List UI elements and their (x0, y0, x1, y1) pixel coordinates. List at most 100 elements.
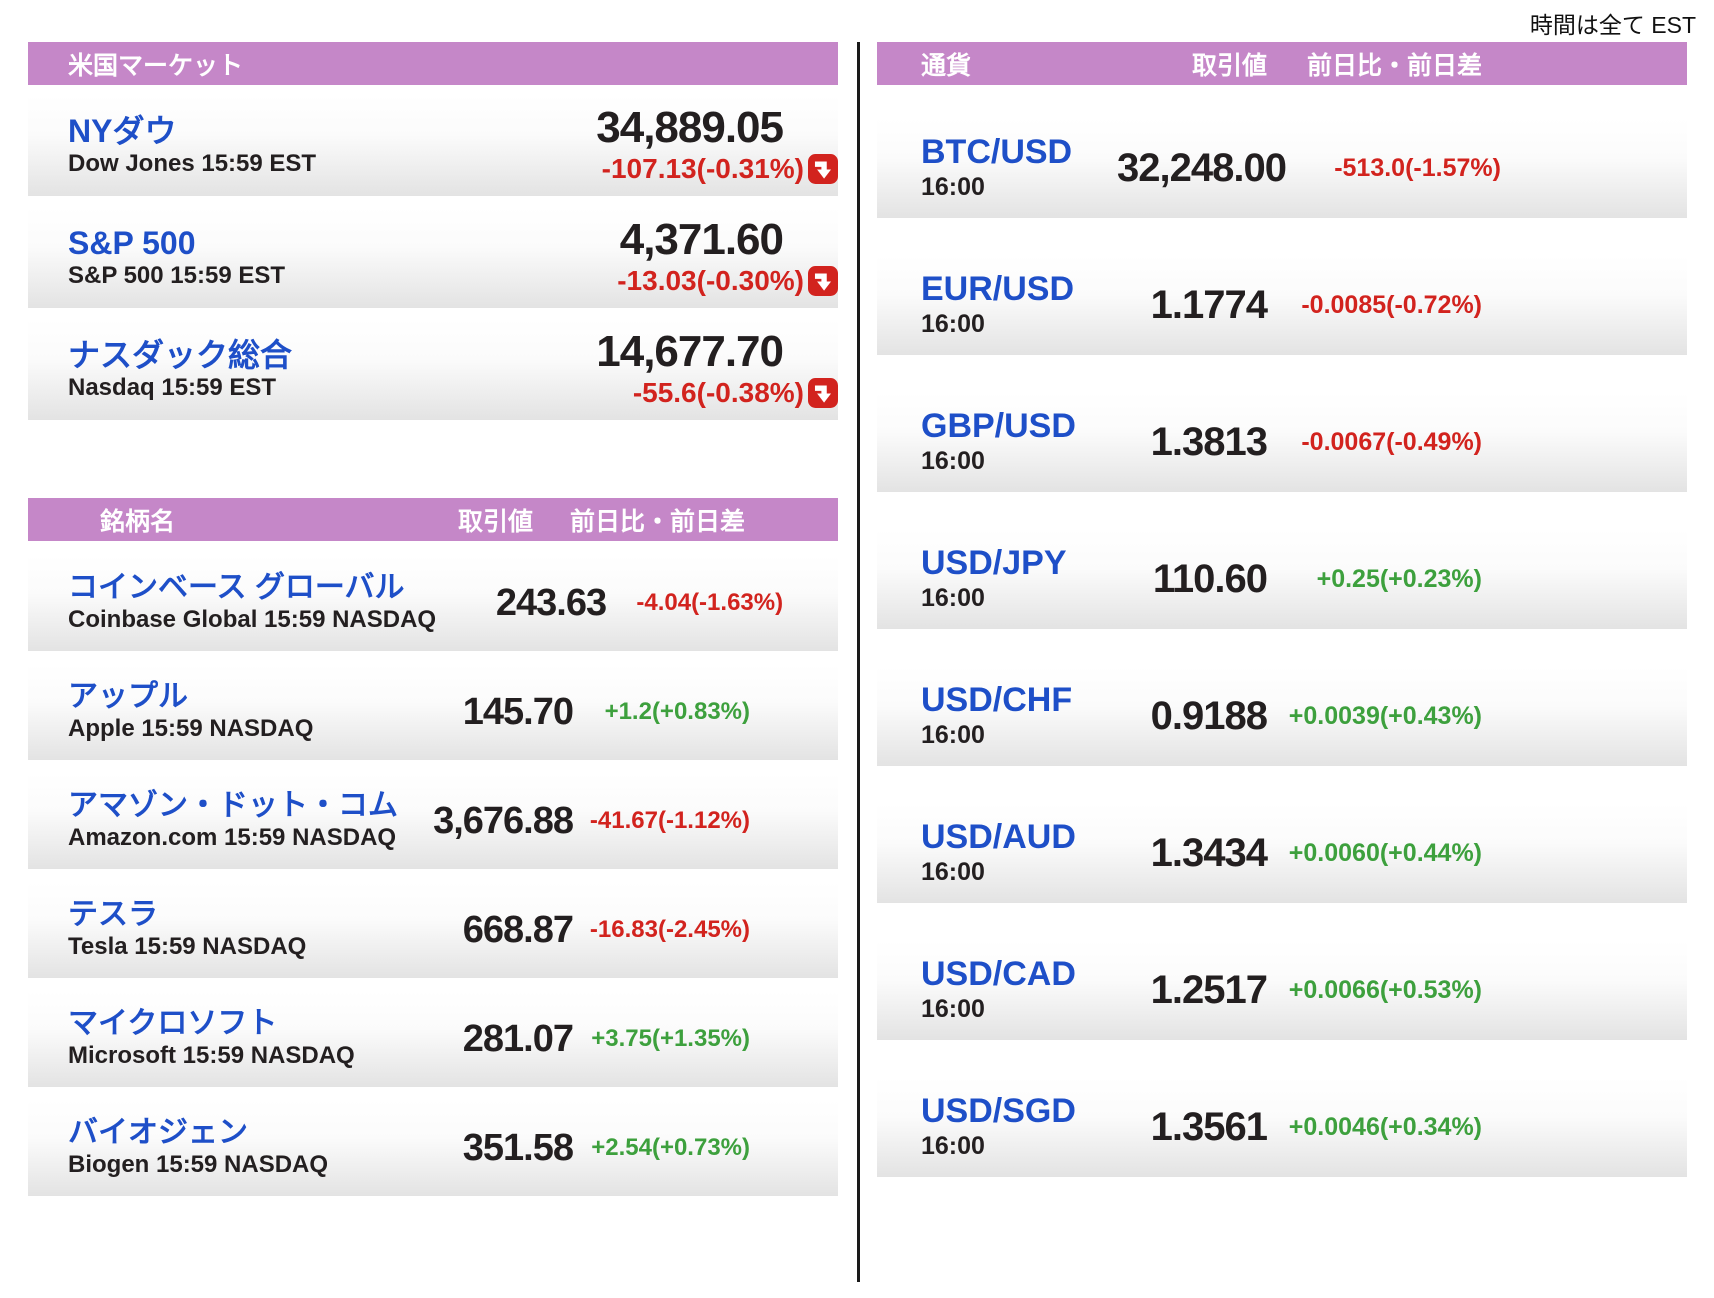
currency-header: 通貨 取引値 前日比・前日差 (877, 42, 1687, 85)
stocks-header: 銘柄名 取引値 前日比・前日差 (28, 498, 838, 541)
currency-time: 16:00 (921, 1131, 985, 1160)
currency-row[interactable]: USD/AUD 16:00 1.3434 +0.0060(+0.44%) (877, 803, 1687, 903)
currency-price: 1.1774 (1150, 282, 1268, 327)
stock-row[interactable]: コインベース グローバル Coinbase Global 15:59 NASDA… (28, 555, 838, 651)
currency-change: +0.0060(+0.44%) (1288, 838, 1482, 867)
stock-row[interactable]: マイクロソフト Microsoft 15:59 NASDAQ 281.07 +3… (28, 991, 838, 1087)
currency-panel: 通貨 取引値 前日比・前日差 BTC/USD 16:00 32,248.00 -… (877, 42, 1687, 1214)
stock-change: +3.75(+1.35%) (591, 1025, 750, 1052)
stock-subtitle: Microsoft 15:59 NASDAQ (68, 1041, 355, 1069)
currency-time: 16:00 (921, 857, 985, 886)
index-subtitle: S&P 500 15:59 EST (68, 261, 286, 289)
stock-price: 281.07 (462, 1017, 574, 1060)
stock-name-block: コインベース グローバル Coinbase Global 15:59 NASDA… (68, 571, 436, 634)
index-row[interactable]: NYダウ Dow Jones 15:59 EST 34,889.05 -107.… (28, 95, 838, 196)
currency-time: 16:00 (921, 994, 985, 1023)
index-value: 4,371.60 (619, 215, 784, 264)
currency-time: 16:00 (921, 720, 985, 749)
index-row[interactable]: S&P 500 S&P 500 15:59 EST 4,371.60 -13.0… (28, 207, 838, 308)
panel-divider (857, 42, 860, 1282)
stock-price: 243.63 (495, 581, 607, 624)
stock-price: 668.87 (462, 908, 574, 951)
down-arrow-icon (808, 378, 838, 408)
stock-subtitle: Apple 15:59 NASDAQ (68, 714, 314, 742)
currency-pair-block: USD/CHF 16:00 (921, 681, 1117, 749)
stock-row[interactable]: バイオジェン Biogen 15:59 NASDAQ 351.58 +2.54(… (28, 1100, 838, 1196)
currency-pair-block: USD/CAD 16:00 (921, 955, 1117, 1023)
stock-list: コインベース グローバル Coinbase Global 15:59 NASDA… (28, 555, 838, 1196)
currency-row[interactable]: GBP/USD 16:00 1.3813 -0.0067(-0.49%) (877, 392, 1687, 492)
currency-row[interactable]: USD/SGD 16:00 1.3561 +0.0046(+0.34%) (877, 1077, 1687, 1177)
currency-pair-block: USD/SGD 16:00 (921, 1092, 1117, 1160)
currency-pair-block: BTC/USD 16:00 (921, 133, 1117, 201)
stock-row[interactable]: テスラ Tesla 15:59 NASDAQ 668.87 -16.83(-2.… (28, 882, 838, 978)
currency-time: 16:00 (921, 446, 985, 475)
index-name-block: S&P 500 S&P 500 15:59 EST (68, 225, 617, 291)
stock-change: +2.54(+0.73%) (591, 1134, 750, 1161)
stock-name-block: テスラ Tesla 15:59 NASDAQ (68, 898, 403, 961)
down-arrow-icon (808, 266, 838, 296)
currency-time: 16:00 (921, 172, 985, 201)
index-name-block: ナスダック総合 Nasdaq 15:59 EST (68, 337, 596, 403)
stock-name-block: アップル Apple 15:59 NASDAQ (68, 680, 403, 743)
currency-change: -0.0067(-0.49%) (1301, 427, 1482, 456)
currency-price: 1.3813 (1150, 419, 1268, 464)
stock-subtitle: Coinbase Global 15:59 NASDAQ (68, 605, 437, 633)
stock-name: コインベース グローバル (68, 571, 405, 605)
index-row[interactable]: ナスダック総合 Nasdaq 15:59 EST 14,677.70 -55.6… (28, 319, 838, 420)
index-name: NYダウ (68, 112, 177, 149)
stocks-header-price: 取引値 (457, 507, 533, 536)
stock-name-block: アマゾン・ドット・コム Amazon.com 15:59 NASDAQ (68, 789, 403, 852)
stock-name: テスラ (68, 898, 158, 932)
currency-change: -0.0085(-0.72%) (1301, 290, 1482, 319)
currency-pair: EUR/USD (921, 270, 1075, 309)
currency-header-name: 通貨 (921, 51, 972, 80)
currency-pair: USD/CHF (921, 681, 1073, 720)
index-change: -13.03(-0.30%) (617, 265, 804, 296)
index-change: -55.6(-0.38%) (632, 377, 804, 408)
index-name-block: NYダウ Dow Jones 15:59 EST (68, 113, 596, 179)
index-quote-block: 34,889.05 -107.13(-0.31%) (596, 106, 838, 185)
stock-subtitle: Tesla 15:59 NASDAQ (68, 932, 307, 960)
stock-change: -16.83(-2.45%) (589, 916, 750, 943)
currency-pair: USD/JPY (921, 544, 1067, 583)
stock-change: +1.2(+0.83%) (604, 698, 750, 725)
currency-row[interactable]: BTC/USD 16:00 32,248.00 -513.0(-1.57%) (877, 118, 1687, 218)
stock-name: アマゾン・ドット・コム (68, 789, 398, 823)
stock-name-block: バイオジェン Biogen 15:59 NASDAQ (68, 1116, 403, 1179)
index-value: 14,677.70 (596, 327, 784, 376)
currency-pair-block: USD/AUD 16:00 (921, 818, 1117, 886)
currency-pair: USD/SGD (921, 1092, 1076, 1131)
currency-row[interactable]: USD/CHF 16:00 0.9188 +0.0039(+0.43%) (877, 666, 1687, 766)
currency-time: 16:00 (921, 309, 985, 338)
currency-pair-block: EUR/USD 16:00 (921, 270, 1117, 338)
us-market-panel: 米国マーケット NYダウ Dow Jones 15:59 EST 34,889.… (28, 42, 838, 1209)
stock-name: マイクロソフト (68, 1007, 278, 1041)
currency-price: 32,248.00 (1117, 145, 1287, 190)
currency-pair-block: GBP/USD 16:00 (921, 407, 1117, 475)
index-list: NYダウ Dow Jones 15:59 EST 34,889.05 -107.… (28, 95, 838, 420)
timezone-note: 時間は全て EST (1529, 12, 1696, 38)
currency-row[interactable]: EUR/USD 16:00 1.1774 -0.0085(-0.72%) (877, 255, 1687, 355)
currency-pair: BTC/USD (921, 133, 1073, 172)
index-subtitle: Nasdaq 15:59 EST (68, 373, 277, 401)
index-value: 34,889.05 (596, 103, 784, 152)
currency-price: 1.3434 (1150, 830, 1268, 875)
currency-row[interactable]: USD/CAD 16:00 1.2517 +0.0066(+0.53%) (877, 940, 1687, 1040)
stock-name: アップル (68, 680, 188, 714)
currency-change: +0.0066(+0.53%) (1288, 975, 1482, 1004)
stocks-header-change: 前日比・前日差 (569, 507, 745, 536)
currency-price: 1.2517 (1150, 967, 1268, 1012)
stock-price: 351.58 (462, 1126, 574, 1169)
stock-row[interactable]: アップル Apple 15:59 NASDAQ 145.70 +1.2(+0.8… (28, 664, 838, 760)
stocks-header-name: 銘柄名 (100, 507, 176, 536)
stock-price: 145.70 (462, 690, 574, 733)
index-quote-block: 14,677.70 -55.6(-0.38%) (596, 330, 838, 409)
index-name: ナスダック総合 (68, 336, 293, 373)
stock-subtitle: Amazon.com 15:59 NASDAQ (68, 823, 397, 851)
stock-name-block: マイクロソフト Microsoft 15:59 NASDAQ (68, 1007, 403, 1070)
currency-row[interactable]: USD/JPY 16:00 110.60 +0.25(+0.23%) (877, 529, 1687, 629)
stock-row[interactable]: アマゾン・ドット・コム Amazon.com 15:59 NASDAQ 3,67… (28, 773, 838, 869)
currency-change: +0.25(+0.23%) (1316, 564, 1482, 593)
index-subtitle: Dow Jones 15:59 EST (68, 149, 317, 177)
